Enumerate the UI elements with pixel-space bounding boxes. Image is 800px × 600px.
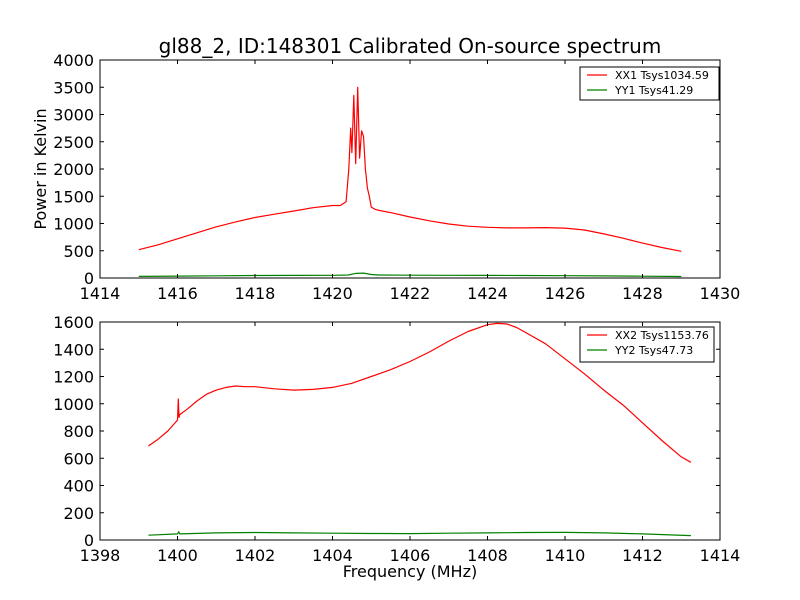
y-tick-label: 1000 — [53, 215, 94, 234]
y-tick-label: 3000 — [53, 106, 94, 125]
x-tick-label: 1410 — [545, 546, 586, 565]
x-tick-label: 1430 — [700, 284, 741, 303]
y-tick-label: 0 — [84, 269, 94, 288]
x-tick-label: 1424 — [467, 284, 508, 303]
x-tick-label: 1414 — [80, 284, 121, 303]
y-tick-label: 1400 — [53, 340, 94, 359]
top-spectrum-plot: 1414 1416 1418 1420 1422 1424 1426 1428 1430 0 500… — [31, 51, 740, 303]
series-line-xx — [138, 86, 682, 252]
x-tick-label: 1398 — [80, 546, 121, 565]
legend-label: YY1 Tsys41.29 — [614, 84, 693, 97]
legend-label: XX2 Tsys1153.76 — [615, 329, 709, 342]
x-tick-label: 1422 — [390, 284, 431, 303]
legend-label: YY2 Tsys47.73 — [614, 344, 693, 357]
y-tick-label: 600 — [63, 449, 94, 468]
x-tick-label: 1400 — [157, 546, 198, 565]
legend: XX2 Tsys1153.76 YY2 Tsys47.73 — [579, 326, 715, 363]
legend-label: XX1 Tsys1034.59 — [615, 69, 709, 82]
x-tick-label: 1406 — [390, 546, 431, 565]
y-tick-label: 1500 — [53, 187, 94, 206]
legend-box — [579, 66, 720, 101]
series-line-xx — [148, 322, 692, 463]
y-tick-label: 1600 — [53, 313, 94, 332]
series-line-yy — [148, 531, 691, 537]
legend: XX1 Tsys1034.59 YY1 Tsys41.29 — [579, 66, 720, 101]
x-tick-label: 1414 — [700, 546, 741, 565]
x-tick-label: 1402 — [235, 546, 276, 565]
x-axis-label: Frequency (MHz) — [343, 562, 477, 581]
x-tick-label: 1412 — [622, 546, 663, 565]
y-tick-label: 2500 — [53, 133, 94, 152]
y-tick-label: 800 — [63, 422, 94, 441]
figure-title: gl88_2, ID:148301 Calibrated On-source s… — [159, 34, 662, 58]
x-tick-label: 1428 — [622, 284, 663, 303]
y-tick-label: 400 — [63, 477, 94, 496]
legend-box — [579, 326, 715, 363]
y-tick-label: 2000 — [53, 160, 94, 179]
x-tick-label: 1420 — [312, 284, 353, 303]
y-tick-label: 500 — [63, 242, 94, 261]
bottom-spectrum-plot: 1398 1400 1402 1404 1406 1408 1410 1412 1414 0 200… — [53, 313, 740, 581]
x-tick-label: 1408 — [467, 546, 508, 565]
y-tick-label: 3500 — [53, 78, 94, 97]
y-tick-label: 4000 — [53, 51, 94, 70]
y-tick-label: 1000 — [53, 395, 94, 414]
y-tick-label: 1200 — [53, 368, 94, 387]
x-tick-label: 1426 — [545, 284, 586, 303]
y-tick-label: 0 — [84, 531, 94, 550]
x-tick-label: 1416 — [157, 284, 198, 303]
x-tick-label: 1404 — [312, 546, 353, 565]
x-tick-label: 1418 — [235, 284, 276, 303]
y-tick-label: 200 — [63, 504, 94, 523]
y-axis-label: Power in Kelvin — [31, 108, 50, 229]
